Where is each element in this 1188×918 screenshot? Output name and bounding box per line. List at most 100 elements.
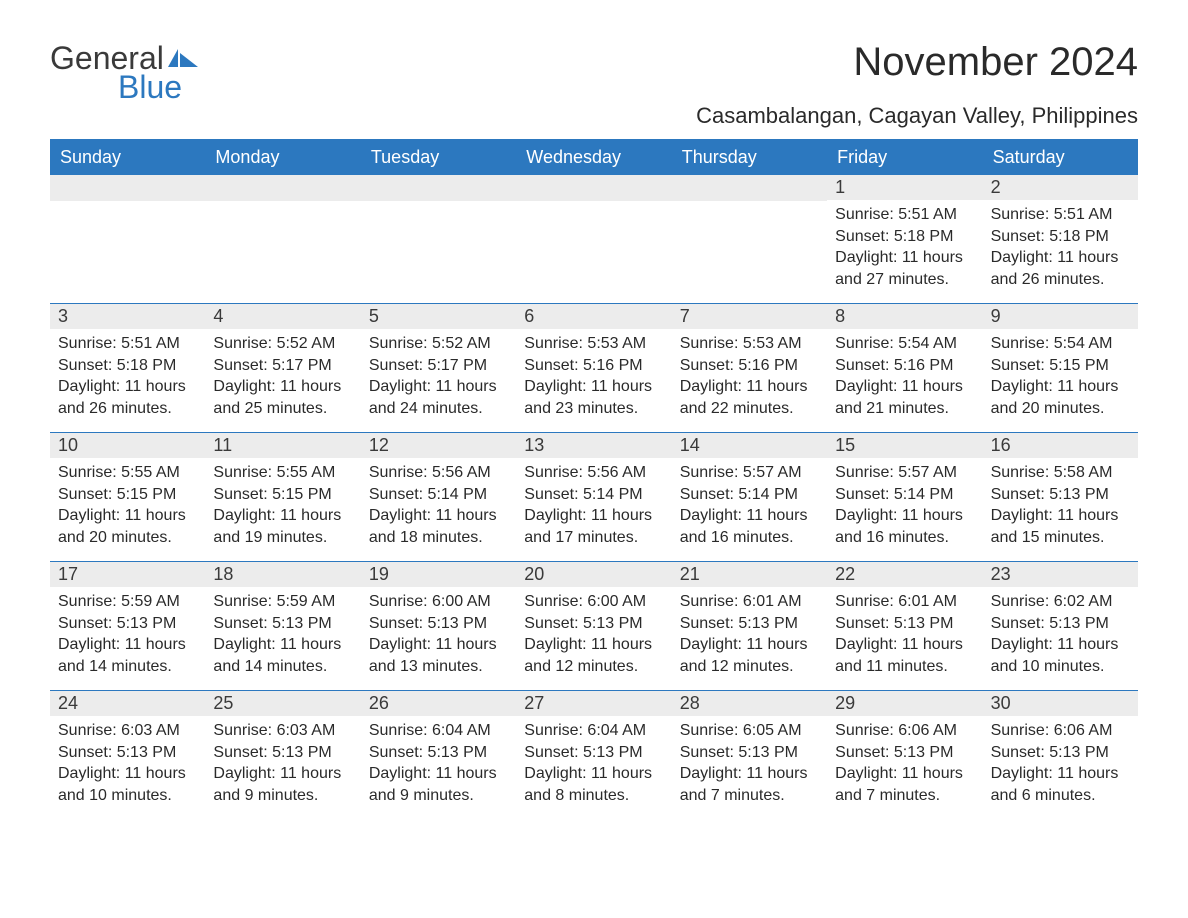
- day-number: 8: [827, 304, 982, 329]
- day-cell: 27Sunrise: 6:04 AMSunset: 5:13 PMDayligh…: [516, 691, 671, 819]
- day-cell: 13Sunrise: 5:56 AMSunset: 5:14 PMDayligh…: [516, 433, 671, 561]
- day-content: Sunrise: 6:05 AMSunset: 5:13 PMDaylight:…: [672, 716, 827, 812]
- daylight-text: Daylight: 11 hours and 26 minutes.: [58, 376, 197, 419]
- sunrise-text: Sunrise: 5:59 AM: [213, 591, 352, 613]
- sunrise-text: Sunrise: 5:51 AM: [58, 333, 197, 355]
- sunset-text: Sunset: 5:16 PM: [680, 355, 819, 377]
- daylight-text: Daylight: 11 hours and 23 minutes.: [524, 376, 663, 419]
- day-number-bar-empty: [516, 175, 671, 201]
- sunrise-text: Sunrise: 5:54 AM: [991, 333, 1130, 355]
- day-cell: 18Sunrise: 5:59 AMSunset: 5:13 PMDayligh…: [205, 562, 360, 690]
- daylight-text: Daylight: 11 hours and 12 minutes.: [680, 634, 819, 677]
- day-content: Sunrise: 5:58 AMSunset: 5:13 PMDaylight:…: [983, 458, 1138, 554]
- daylight-text: Daylight: 11 hours and 21 minutes.: [835, 376, 974, 419]
- daylight-text: Daylight: 11 hours and 11 minutes.: [835, 634, 974, 677]
- day-number: 19: [361, 562, 516, 587]
- day-number: 25: [205, 691, 360, 716]
- day-cell: 3 Sunrise: 5:51 AMSunset: 5:18 PMDaylight…: [50, 304, 205, 432]
- sunset-text: Sunset: 5:13 PM: [991, 613, 1130, 635]
- sunset-text: Sunset: 5:14 PM: [524, 484, 663, 506]
- daylight-text: Daylight: 11 hours and 8 minutes.: [524, 763, 663, 806]
- sunrise-text: Sunrise: 5:55 AM: [213, 462, 352, 484]
- day-number: 17: [50, 562, 205, 587]
- day-content: Sunrise: 5:59 AMSunset: 5:13 PMDaylight:…: [50, 587, 205, 683]
- daylight-text: Daylight: 11 hours and 10 minutes.: [991, 634, 1130, 677]
- weekday-monday: Monday: [205, 141, 360, 174]
- day-number: 27: [516, 691, 671, 716]
- daylight-text: Daylight: 11 hours and 15 minutes.: [991, 505, 1130, 548]
- day-content: Sunrise: 5:52 AMSunset: 5:17 PMDaylight:…: [361, 329, 516, 425]
- daylight-text: Daylight: 11 hours and 13 minutes.: [369, 634, 508, 677]
- page-header: General Blue November 2024 Casambalangan…: [50, 40, 1138, 129]
- week-row: 3Sunrise: 5:51 AMSunset: 5:18 PMDaylight…: [50, 303, 1138, 432]
- day-cell: 5Sunrise: 5:52 AMSunset: 5:17 PMDaylight…: [361, 304, 516, 432]
- sunrise-text: Sunrise: 6:00 AM: [524, 591, 663, 613]
- sunset-text: Sunset: 5:14 PM: [835, 484, 974, 506]
- sunrise-text: Sunrise: 5:57 AM: [835, 462, 974, 484]
- sunrise-text: Sunrise: 5:56 AM: [524, 462, 663, 484]
- sunset-text: Sunset: 5:18 PM: [835, 226, 974, 248]
- week-row: 1Sunrise: 5:51 AMSunset: 5:18 PMDaylight…: [50, 174, 1138, 303]
- day-number: 30: [983, 691, 1138, 716]
- day-number-bar-empty: [672, 175, 827, 201]
- daylight-text: Daylight: 11 hours and 7 minutes.: [835, 763, 974, 806]
- sunrise-text: Sunrise: 5:52 AM: [369, 333, 508, 355]
- sunset-text: Sunset: 5:18 PM: [58, 355, 197, 377]
- day-content: Sunrise: 5:59 AMSunset: 5:13 PMDaylight:…: [205, 587, 360, 683]
- sunset-text: Sunset: 5:18 PM: [991, 226, 1130, 248]
- daylight-text: Daylight: 11 hours and 10 minutes.: [58, 763, 197, 806]
- sunrise-text: Sunrise: 6:00 AM: [369, 591, 508, 613]
- month-title: November 2024: [696, 40, 1138, 85]
- day-cell: 9Sunrise: 5:54 AMSunset: 5:15 PMDaylight…: [983, 304, 1138, 432]
- sunset-text: Sunset: 5:17 PM: [213, 355, 352, 377]
- day-cell: 28Sunrise: 6:05 AMSunset: 5:13 PMDayligh…: [672, 691, 827, 819]
- weekday-thursday: Thursday: [672, 141, 827, 174]
- daylight-text: Daylight: 11 hours and 20 minutes.: [991, 376, 1130, 419]
- weekday-saturday: Saturday: [983, 141, 1138, 174]
- sunset-text: Sunset: 5:13 PM: [58, 613, 197, 635]
- day-cell: 22Sunrise: 6:01 AMSunset: 5:13 PMDayligh…: [827, 562, 982, 690]
- day-cell: 21Sunrise: 6:01 AMSunset: 5:13 PMDayligh…: [672, 562, 827, 690]
- day-cell: 4Sunrise: 5:52 AMSunset: 5:17 PMDaylight…: [205, 304, 360, 432]
- title-block: November 2024 Casambalangan, Cagayan Val…: [696, 40, 1138, 129]
- day-content: Sunrise: 6:03 AMSunset: 5:13 PMDaylight:…: [205, 716, 360, 812]
- day-cell: 14Sunrise: 5:57 AMSunset: 5:14 PMDayligh…: [672, 433, 827, 561]
- sunrise-text: Sunrise: 6:02 AM: [991, 591, 1130, 613]
- day-cell: 17Sunrise: 5:59 AMSunset: 5:13 PMDayligh…: [50, 562, 205, 690]
- sunrise-text: Sunrise: 5:59 AM: [58, 591, 197, 613]
- sunset-text: Sunset: 5:13 PM: [835, 742, 974, 764]
- daylight-text: Daylight: 11 hours and 12 minutes.: [524, 634, 663, 677]
- sunrise-text: Sunrise: 5:56 AM: [369, 462, 508, 484]
- day-number: 9: [983, 304, 1138, 329]
- sunset-text: Sunset: 5:13 PM: [524, 613, 663, 635]
- day-number: 4: [205, 304, 360, 329]
- day-content: Sunrise: 5:52 AMSunset: 5:17 PMDaylight:…: [205, 329, 360, 425]
- weekday-header-row: Sunday Monday Tuesday Wednesday Thursday…: [50, 141, 1138, 174]
- sunset-text: Sunset: 5:13 PM: [680, 742, 819, 764]
- day-number: 13: [516, 433, 671, 458]
- day-number: 1: [827, 175, 982, 200]
- sunrise-text: Sunrise: 5:54 AM: [835, 333, 974, 355]
- daylight-text: Daylight: 11 hours and 6 minutes.: [991, 763, 1130, 806]
- day-cell: 24Sunrise: 6:03 AMSunset: 5:13 PMDayligh…: [50, 691, 205, 819]
- sunset-text: Sunset: 5:14 PM: [369, 484, 508, 506]
- day-number: 3: [50, 304, 205, 329]
- weekday-tuesday: Tuesday: [361, 141, 516, 174]
- day-cell: [205, 175, 360, 303]
- day-content: Sunrise: 6:02 AMSunset: 5:13 PMDaylight:…: [983, 587, 1138, 683]
- day-number: 11: [205, 433, 360, 458]
- brand-name-part2: Blue: [118, 69, 182, 106]
- day-cell: 20 Sunrise: 6:00 AMSunset: 5:13 PMDayligh…: [516, 562, 671, 690]
- week-row: 17Sunrise: 5:59 AMSunset: 5:13 PMDayligh…: [50, 561, 1138, 690]
- day-content: Sunrise: 5:53 AMSunset: 5:16 PMDaylight:…: [516, 329, 671, 425]
- day-content: Sunrise: 6:04 AMSunset: 5:13 PMDaylight:…: [516, 716, 671, 812]
- sunrise-text: Sunrise: 6:06 AM: [991, 720, 1130, 742]
- sunrise-text: Sunrise: 5:57 AM: [680, 462, 819, 484]
- daylight-text: Daylight: 11 hours and 9 minutes.: [369, 763, 508, 806]
- sunrise-text: Sunrise: 5:53 AM: [680, 333, 819, 355]
- day-number: 20: [516, 562, 671, 587]
- sunrise-text: Sunrise: 6:04 AM: [524, 720, 663, 742]
- sunrise-text: Sunrise: 6:03 AM: [58, 720, 197, 742]
- day-cell: [672, 175, 827, 303]
- day-cell: 30Sunrise: 6:06 AMSunset: 5:13 PMDayligh…: [983, 691, 1138, 819]
